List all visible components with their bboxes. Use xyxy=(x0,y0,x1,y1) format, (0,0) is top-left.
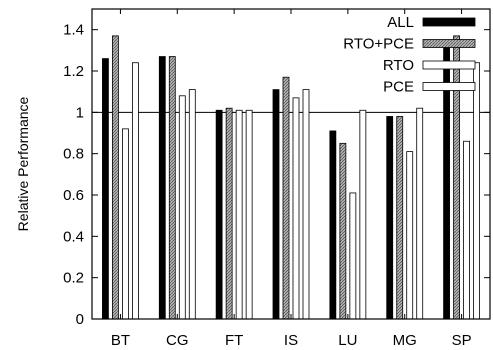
bar-lu-pce xyxy=(359,109,367,320)
bar-is-all xyxy=(272,89,280,320)
bar-is-rto xyxy=(292,97,300,320)
y-tick-label: 0.6 xyxy=(63,187,84,204)
legend-swatch-all xyxy=(422,17,476,27)
bar-bt-rto xyxy=(122,128,129,320)
bar-bt-pce xyxy=(132,62,139,320)
bar-cg-rto-pce xyxy=(168,56,176,320)
x-tick-label: LU xyxy=(338,332,357,349)
bar-lu-all xyxy=(329,130,337,320)
legend-label-pce: PCE xyxy=(383,79,414,96)
x-tick-label: FT xyxy=(225,332,243,349)
y-axis-title: Relative Performance xyxy=(15,96,31,231)
bar-mg-rto-pce xyxy=(396,116,404,320)
x-tick-label: BT xyxy=(111,332,130,349)
bar-ft-rto xyxy=(235,109,243,320)
plot-frame xyxy=(91,8,491,320)
y-tick-label: 1.2 xyxy=(63,63,84,80)
x-tick-label: CG xyxy=(166,332,189,349)
y-tick-label: 0 xyxy=(76,311,84,328)
legend-swatch-rto xyxy=(422,60,476,70)
y-tick-label: 0.4 xyxy=(63,228,84,245)
bar-ft-pce xyxy=(245,109,253,320)
x-tick-label: IS xyxy=(284,332,298,349)
bar-sp-pce xyxy=(473,62,480,320)
bar-is-pce xyxy=(302,89,310,320)
bar-mg-pce xyxy=(416,107,424,320)
bar-cg-pce xyxy=(188,89,196,320)
legend-swatch-pce xyxy=(422,82,476,91)
bar-cg-all xyxy=(158,56,166,320)
y-tick-label: 0.8 xyxy=(63,146,84,163)
bar-sp-rto xyxy=(463,140,470,320)
bar-lu-rto xyxy=(349,192,357,320)
bar-cg-rto xyxy=(178,95,186,320)
bar-is-rto-pce xyxy=(282,76,290,320)
bar-mg-all xyxy=(386,116,394,320)
y-tick-label: 1 xyxy=(76,104,84,121)
bar-bt-all xyxy=(102,58,109,320)
legend-swatch-rto-pce xyxy=(422,39,476,48)
bar-lu-rto-pce xyxy=(339,142,347,320)
y-tick-label: 0.2 xyxy=(63,270,84,287)
bar-ft-rto-pce xyxy=(225,107,233,320)
x-tick-label: MG xyxy=(393,332,417,349)
bar-ft-all xyxy=(215,109,223,320)
x-tick-label: SP xyxy=(452,332,472,349)
bar-bt-rto-pce xyxy=(112,35,119,320)
legend-label-rto-pce: RTO+PCE xyxy=(343,36,414,53)
bar-sp-rto-pce xyxy=(453,35,460,320)
bar-mg-rto xyxy=(406,151,414,320)
legend-label-all: ALL xyxy=(387,14,414,31)
y-tick-label: 1.4 xyxy=(63,22,84,39)
legend-label-rto: RTO xyxy=(383,57,414,74)
